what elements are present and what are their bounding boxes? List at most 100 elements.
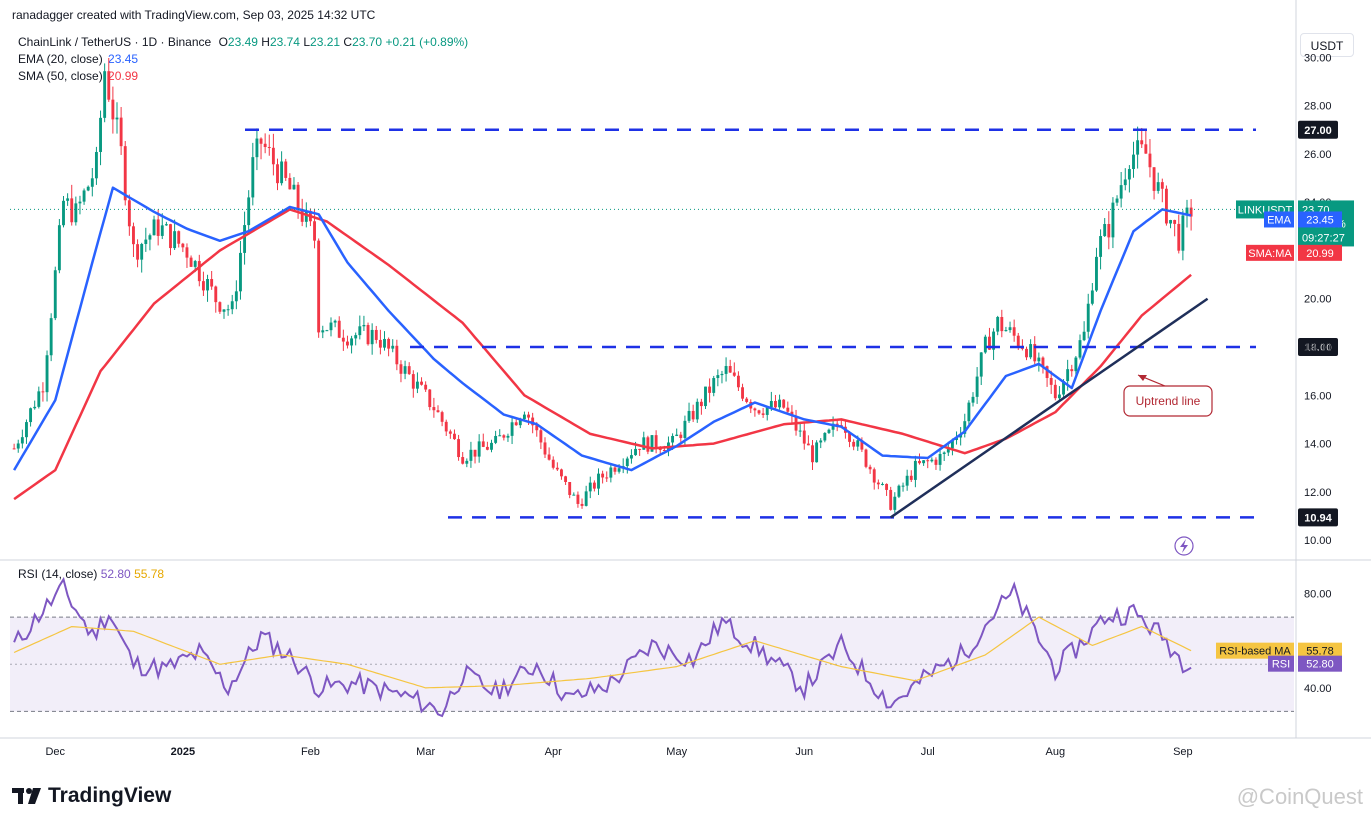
candle-body [518,419,522,426]
candle-body [1123,179,1127,186]
candle-body [992,331,996,350]
candle-body [247,197,251,226]
candle-body [613,467,617,472]
candle-body [757,410,761,414]
candle-body [218,302,222,312]
lightning-bolt-icon [1180,539,1188,553]
candle-body [605,477,609,479]
x-tick-label: May [666,746,687,758]
candle-body [148,235,152,240]
candle-body [625,458,629,467]
candle-body [732,372,736,376]
candle-body [1070,369,1074,372]
candle-body [913,460,917,480]
rsi-legend-value: 52.80 [100,567,131,581]
candle-body [547,454,551,460]
candle-body [527,414,530,418]
candle-body [169,224,172,249]
candle-body [465,460,469,464]
candle-body [560,469,563,477]
candle-body [1164,188,1168,224]
ema-legend-row[interactable]: EMA (20, close) 23.45 [18,51,468,68]
rsi-ma-tag [1216,642,1294,659]
candle-body [136,244,140,260]
candle-body [119,117,123,147]
level-tag-label: 18.00 [1304,342,1332,354]
ohlc-low: 23.21 [310,35,341,49]
candle-body [420,381,423,385]
sma-legend-row[interactable]: SMA (50, close) 20.99 [18,68,468,85]
ema-tag-label: EMA [1267,214,1292,226]
candle-body [70,198,74,223]
candle-body [424,384,428,390]
candle-body [687,410,691,421]
ema-value-label: 23.45 [1306,214,1334,226]
candle-body [428,389,432,408]
candle-body [1008,327,1012,331]
candle-body [564,476,568,482]
symbol-title[interactable]: ChainLink / TetherUS · 1D · Binance [18,35,212,49]
candle-body [267,147,271,149]
candle-body [642,437,646,450]
candle-body [440,412,444,422]
ema-tag [1264,211,1294,228]
candle-body [1095,256,1098,291]
candle-body [477,441,481,457]
candle-body [115,117,119,120]
x-tick-label: Sep [1173,746,1193,758]
candle-body [292,184,296,190]
x-tick-label: Aug [1046,746,1066,758]
candle-body [683,420,687,438]
sma-value-tag [1298,244,1342,261]
candle-body [453,433,456,440]
candle-body [979,352,983,377]
candle-body [103,71,107,118]
currency-button[interactable]: USDT [1300,33,1354,57]
candle-body [321,330,325,333]
rsi-legend[interactable]: RSI (14, close) 52.80 55.78 [18,567,164,581]
candle-body [506,435,510,438]
y-tick-label: 16.00 [1304,390,1332,402]
rsi-ma-line [13,616,1192,689]
candle-body [123,146,127,201]
candle-body [967,402,971,422]
candle-body [156,219,160,236]
candle-body [288,177,292,190]
horizontal-levels: 27.00 18.00 10.94 [245,120,1338,527]
candle-body [1053,384,1057,399]
candle-body [90,178,94,187]
candle-body [239,252,242,292]
y-tick-label: 28.00 [1304,101,1332,113]
candle-body [432,407,436,411]
candle-body [950,440,954,449]
candle-body [609,467,613,478]
sma-legend-value: 20.99 [108,69,139,83]
sma-line [13,208,1192,501]
candle-body [971,396,975,403]
candle-body [251,157,255,198]
candle-body [313,221,316,241]
candle-body [864,449,868,467]
candle-body [366,324,370,345]
candle-body [938,453,942,465]
candle-body [1057,394,1061,399]
candle-body [362,324,366,327]
candle-body [280,161,284,184]
ohlc-low-label: L [303,35,311,49]
candle-body [889,489,893,510]
candles [12,58,1193,513]
chart-caption: ranadagger created with TradingView.com,… [12,8,376,22]
annotation-box [1123,385,1213,417]
candle-body [741,387,744,399]
candle-body [1004,330,1008,332]
candle-body [798,430,802,432]
rsi-value-label: 52.80 [1306,659,1334,671]
candle-body [276,164,279,184]
tradingview-logo[interactable]: TradingView [12,784,171,808]
candle-body [329,322,333,331]
moving-averages [13,186,1192,501]
candle-body [1136,140,1140,155]
candle-body [893,496,897,510]
rsi-ma-value-label: 55.78 [1306,646,1334,658]
